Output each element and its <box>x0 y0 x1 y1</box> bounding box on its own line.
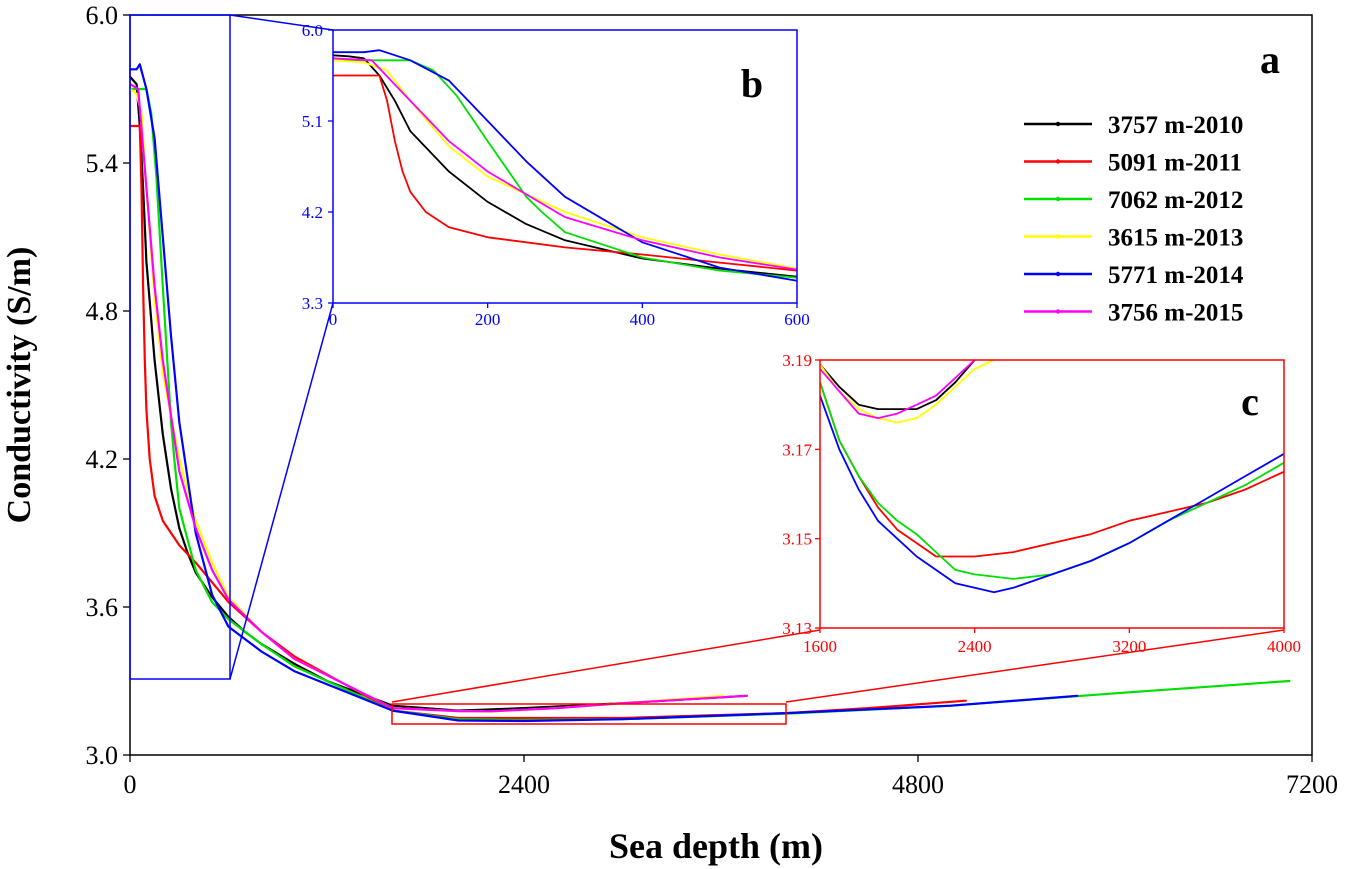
inset-c-x-tick-label: 1600 <box>803 637 837 656</box>
x-axis-title: Sea depth (m) <box>609 826 823 866</box>
main-y-tick-label: 4.2 <box>86 445 119 474</box>
legend-marker-5 <box>1055 271 1061 277</box>
inset-c-y-tick-label: 3.13 <box>782 619 812 638</box>
inset-b-series-line-5 <box>333 49 797 282</box>
inset-c-x-tick-label: 2400 <box>958 637 992 656</box>
legend-marker-1 <box>1055 121 1061 127</box>
legend-label-2: 5091 m-2011 <box>1108 150 1242 177</box>
legend-label-5: 5771 m-2014 <box>1108 262 1244 289</box>
inset-c-background <box>820 360 1284 628</box>
inset-c-series-line-5 <box>820 394 1284 594</box>
inset-c-y-tick-label: 3.15 <box>782 530 812 549</box>
panel-label-c: c <box>1241 379 1259 424</box>
inset-b-x-tick-label: 200 <box>475 310 501 329</box>
inset-b-series-line-6 <box>333 57 797 271</box>
inset-c-series-line-2 <box>820 381 1284 558</box>
panel-label-b: b <box>741 61 763 106</box>
inset-b-series-line-3 <box>333 59 797 279</box>
inset-c-series-group <box>820 360 1284 594</box>
connector-b-top <box>229 14 334 31</box>
inset-c-series-line-6 <box>820 360 976 420</box>
inset-b-series-group <box>333 49 797 282</box>
inset-c-x-tick-label: 3200 <box>1112 637 1146 656</box>
panel-label-a: a <box>1260 37 1280 82</box>
inset-c-axis-ticks: 1600 2400 3200 4000 3.13 3.15 3.17 3.19 <box>782 351 1301 656</box>
inset-b-x-tick-label: 0 <box>329 310 338 329</box>
legend-marker-4 <box>1055 234 1061 239</box>
inset-b-series-line-1 <box>333 54 797 278</box>
legend: 3757 m-2010 5091 m-2011 7062 m-2012 3615 m-… <box>1024 112 1244 327</box>
main-x-tick-label: 2400 <box>498 770 550 799</box>
inset-c-y-tick-label: 3.17 <box>782 440 812 459</box>
main-series-line-5 <box>130 63 1079 723</box>
main-y-tick-label: 3.0 <box>86 741 119 770</box>
inset-c-frame <box>819 359 1285 629</box>
inset-b-series-line-4 <box>333 59 797 270</box>
main-x-tick-label: 0 <box>124 770 137 799</box>
connector-c-left <box>391 629 821 703</box>
inset-c-series-line-4 <box>820 360 995 424</box>
inset-b-x-tick-label: 600 <box>784 310 810 329</box>
inset-b-y-tick-label: 5.1 <box>302 112 323 131</box>
main-y-tick-label: 4.8 <box>86 297 119 326</box>
inset-b-background <box>333 30 797 303</box>
main-x-tick-label: 4800 <box>892 770 944 799</box>
legend-label-4: 3615 m-2013 <box>1108 225 1243 252</box>
legend-label-3: 7062 m-2012 <box>1108 187 1243 214</box>
legend-label-6: 3756 m-2015 <box>1108 300 1243 327</box>
legend-marker-3 <box>1055 196 1061 202</box>
main-axis-ticks: 0 2400 4800 7200 3.0 3.6 4.2 4.8 5.4 6.0 <box>86 1 1339 799</box>
inset-c-x-tick-label: 4000 <box>1267 637 1301 656</box>
zoom-box-c <box>391 703 787 725</box>
zoom-box-b <box>129 14 231 680</box>
inset-b-y-tick-label: 4.2 <box>302 203 323 222</box>
inset-b-series-line-2 <box>333 74 797 272</box>
y-axis-title: Conductivity (S/m) <box>1 247 38 524</box>
legend-label-1: 3757 m-2010 <box>1108 112 1243 139</box>
connector-b-bottom <box>229 302 334 680</box>
inset-c-series-line-3 <box>820 381 1284 580</box>
main-y-tick-label: 5.4 <box>86 149 119 178</box>
inset-b-x-tick-label: 400 <box>630 310 656 329</box>
legend-marker-6 <box>1055 309 1061 314</box>
legend-marker-2 <box>1055 159 1061 164</box>
inset-b-axis-ticks: 0 200 400 600 3.3 4.2 5.1 6.0 <box>302 21 810 329</box>
inset-c-series-line-1 <box>820 360 976 411</box>
inset-b-y-tick-label: 6.0 <box>302 21 323 40</box>
main-y-tick-label: 3.6 <box>86 593 119 622</box>
main-y-tick-label: 6.0 <box>86 1 119 30</box>
inset-c-y-tick-label: 3.19 <box>782 351 812 370</box>
main-x-tick-label: 7200 <box>1286 770 1338 799</box>
connector-c-right <box>785 629 1285 703</box>
main-series-group <box>130 63 1291 723</box>
inset-b-frame <box>332 29 798 304</box>
inset-b-y-tick-label: 3.3 <box>302 294 323 313</box>
main-series-line-6 <box>130 82 748 713</box>
